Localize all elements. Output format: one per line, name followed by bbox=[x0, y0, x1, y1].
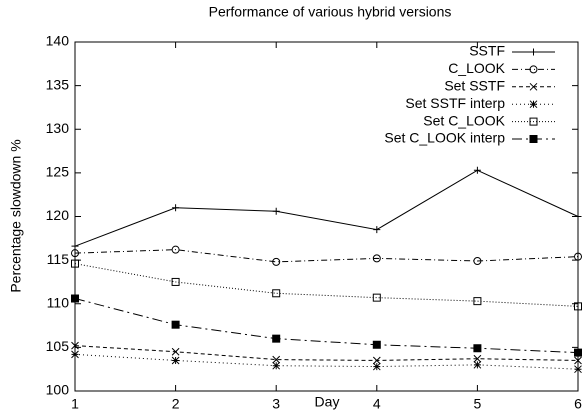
data-point bbox=[473, 360, 482, 369]
y-tick-label: 140 bbox=[46, 33, 70, 49]
data-point bbox=[171, 356, 180, 365]
data-point bbox=[373, 226, 381, 234]
data-point bbox=[71, 294, 79, 303]
data-point bbox=[574, 252, 582, 261]
data-point bbox=[71, 249, 79, 258]
data-point bbox=[473, 166, 481, 174]
data-point bbox=[574, 348, 582, 357]
legend-label: C_LOOK bbox=[448, 60, 505, 76]
series-line bbox=[74, 249, 579, 263]
data-point bbox=[272, 361, 281, 370]
data-point bbox=[71, 242, 79, 250]
data-point bbox=[171, 320, 180, 329]
series-line bbox=[74, 169, 579, 247]
x-tick-label: 4 bbox=[373, 396, 381, 412]
x-tick-label: 6 bbox=[574, 396, 582, 412]
y-tick-label: 115 bbox=[47, 251, 70, 267]
y-tick-label: 100 bbox=[46, 382, 70, 398]
data-point bbox=[272, 289, 281, 298]
data-point bbox=[272, 334, 281, 343]
data-point bbox=[71, 350, 79, 359]
legend-marker bbox=[529, 117, 538, 126]
data-point bbox=[171, 245, 180, 254]
y-tick-label: 135 bbox=[46, 76, 70, 92]
legend-marker bbox=[529, 65, 538, 74]
data-point bbox=[272, 257, 281, 266]
legend-label: Set C_LOOK bbox=[423, 112, 505, 128]
data-point bbox=[272, 207, 280, 215]
y-tick-label: 130 bbox=[46, 120, 70, 136]
data-point bbox=[372, 293, 381, 302]
data-point bbox=[574, 356, 582, 365]
data-point bbox=[473, 256, 482, 265]
data-point bbox=[272, 355, 281, 364]
data-point bbox=[574, 213, 582, 220]
legend-marker bbox=[529, 135, 538, 143]
data-point bbox=[372, 362, 381, 371]
y-tick-label: 125 bbox=[46, 164, 70, 180]
series-line bbox=[74, 263, 579, 307]
series-line bbox=[74, 345, 579, 361]
chart-title: Performance of various hybrid versions bbox=[209, 4, 452, 20]
data-point bbox=[574, 365, 582, 374]
x-axis-label: Day bbox=[315, 394, 340, 410]
data-point bbox=[71, 259, 79, 268]
data-point bbox=[473, 344, 482, 353]
x-tick-label: 5 bbox=[474, 396, 482, 412]
data-point bbox=[171, 347, 180, 356]
data-point bbox=[473, 354, 482, 363]
series-line bbox=[74, 298, 579, 354]
legend-label: Set SSTF bbox=[444, 78, 505, 94]
data-point bbox=[71, 341, 79, 350]
data-point bbox=[172, 204, 180, 212]
x-tick-label: 3 bbox=[272, 396, 280, 412]
y-tick-label: 105 bbox=[46, 338, 70, 354]
data-point bbox=[171, 277, 180, 286]
x-tick-label: 1 bbox=[71, 396, 79, 412]
y-axis-label: Percentage slowdown % bbox=[8, 139, 24, 292]
data-point bbox=[574, 302, 582, 311]
data-point bbox=[372, 254, 381, 263]
y-tick-label: 120 bbox=[46, 207, 70, 223]
x-tick-label: 2 bbox=[172, 396, 180, 412]
data-point bbox=[473, 297, 482, 306]
legend-marker bbox=[530, 48, 537, 56]
y-tick-label: 110 bbox=[47, 294, 70, 310]
legend-label: Set C_LOOK interp bbox=[384, 130, 505, 146]
series-line bbox=[74, 353, 579, 370]
data-point bbox=[372, 356, 381, 365]
legend-label: SSTF bbox=[469, 43, 505, 59]
legend-label: Set SSTF interp bbox=[405, 95, 505, 111]
data-point bbox=[372, 340, 381, 349]
legend-marker bbox=[529, 82, 538, 91]
legend-marker bbox=[529, 100, 538, 109]
